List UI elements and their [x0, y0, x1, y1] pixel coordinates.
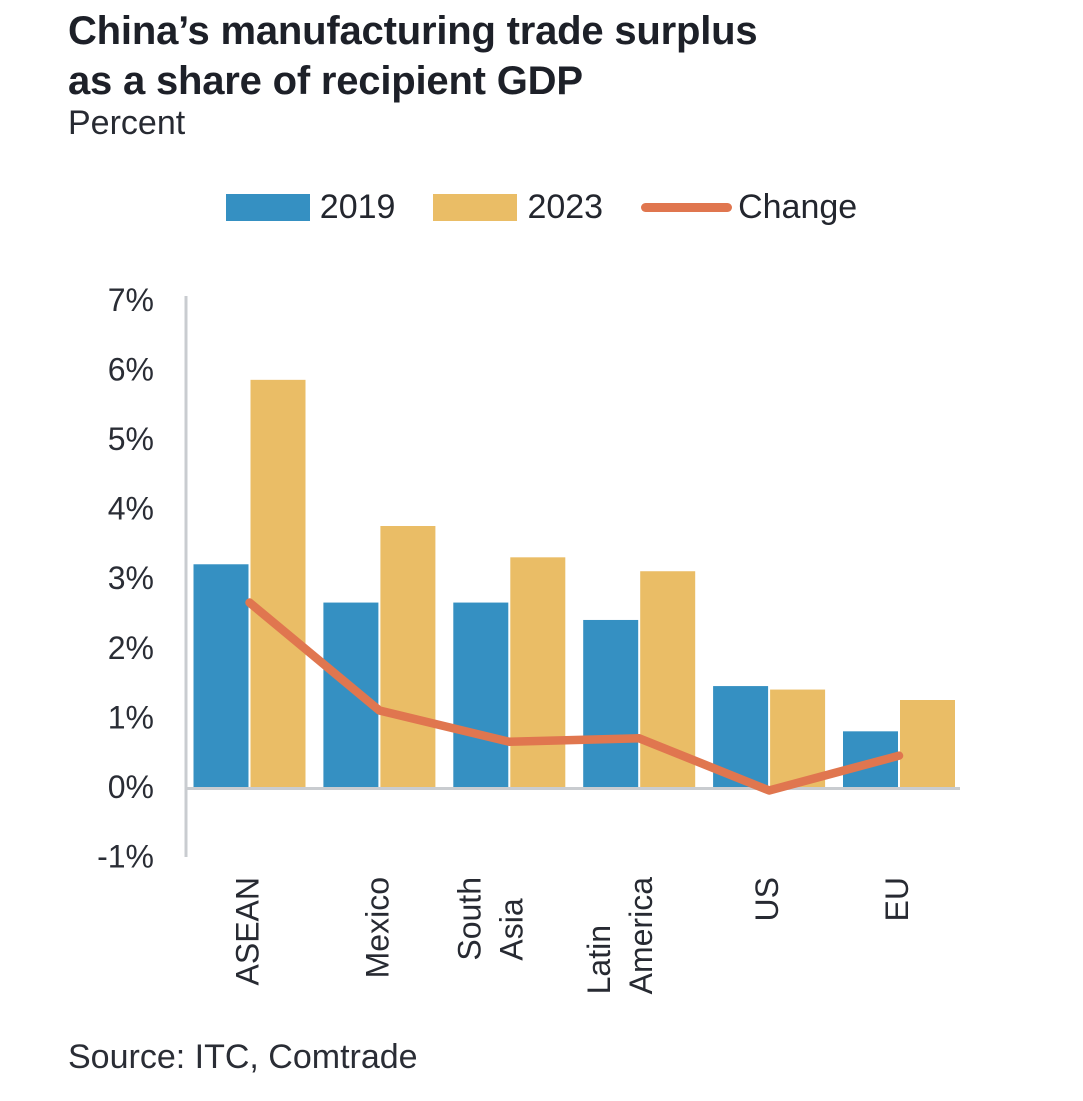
y-tick-label: 3% — [108, 560, 154, 596]
legend-line-swatch-icon — [641, 202, 733, 212]
legend-bar-swatch-icon — [225, 193, 310, 221]
bar-2023-south-asia — [510, 557, 566, 787]
change-line — [245, 598, 904, 795]
x-category-label: EU — [879, 877, 915, 921]
chart-title: China’s manufacturing trade surplus as a… — [68, 9, 758, 103]
y-tick-label: -1% — [97, 839, 154, 875]
legend-item-2019: 2019 — [225, 188, 396, 226]
chart-unit-label: Percent — [68, 104, 186, 142]
source-note: Source: ITC, Comtrade — [68, 1038, 418, 1076]
legend-label: 2023 — [527, 188, 604, 226]
legend-bar-swatch-icon — [433, 193, 518, 221]
x-category-label: Latin — [581, 925, 617, 994]
legend-label: Change — [738, 188, 858, 226]
y-tick-label: 6% — [108, 351, 154, 387]
bar-2023-mexico — [380, 526, 436, 787]
bar-2023-us — [770, 689, 826, 787]
y-tick-label: 2% — [108, 630, 154, 666]
legend-item-change: Change — [641, 190, 857, 224]
legend-item-2023: 2023 — [433, 190, 603, 224]
legend-label: 2019 — [319, 188, 396, 226]
x-category-label: Asia — [493, 898, 529, 960]
y-tick-label: 7% — [108, 282, 154, 318]
x-category-label: ASEAN — [230, 877, 266, 985]
y-tick-label: 1% — [108, 699, 154, 735]
bar-2019-mexico — [323, 602, 379, 787]
bar-2023-asean — [250, 379, 306, 787]
x-category-label: America — [623, 877, 659, 995]
x-category-label: Mexico — [359, 877, 395, 978]
y-tick-label: 4% — [108, 491, 154, 527]
legend: 2019 2023 Change — [0, 190, 1083, 224]
y-tick-label: 0% — [108, 769, 154, 805]
y-tick-label: 5% — [108, 421, 154, 457]
bar-2023-eu — [900, 700, 955, 787]
x-category-label: US — [749, 877, 785, 921]
bar-2019-asean — [193, 564, 249, 787]
bar-2019-south-asia — [453, 602, 509, 787]
x-category-label: South — [451, 877, 487, 961]
bar-2019-latin-america — [583, 619, 639, 787]
